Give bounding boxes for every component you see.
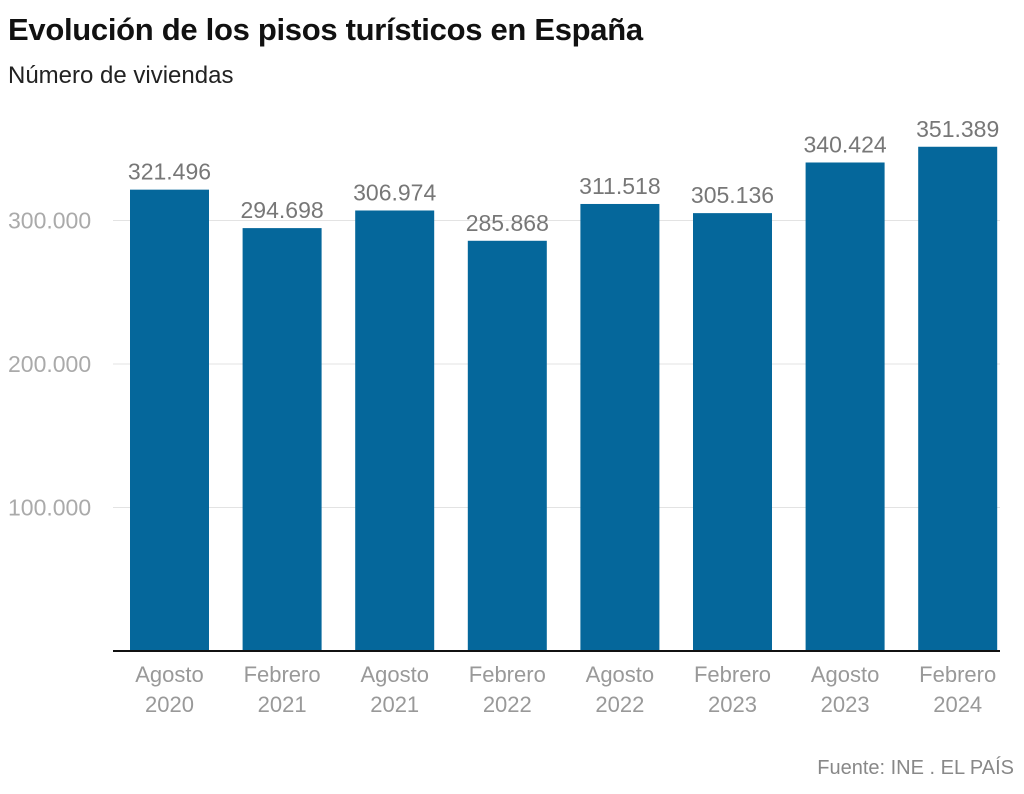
x-tick-label-month: Febrero	[694, 662, 771, 687]
x-tick-label-year: 2023	[708, 692, 757, 717]
bar	[242, 228, 322, 651]
x-tick-label-month: Agosto	[811, 662, 880, 687]
bar	[580, 203, 660, 651]
x-tick-label-year: 2022	[595, 692, 644, 717]
x-tick-label-month: Agosto	[360, 662, 429, 687]
x-tick-label-year: 2020	[145, 692, 194, 717]
x-tick-label-year: 2023	[821, 692, 870, 717]
value-label: 340.424	[804, 131, 887, 157]
y-tick-label: 300.000	[8, 208, 91, 234]
bar	[467, 240, 547, 651]
x-tick-label-month: Febrero	[469, 662, 546, 687]
x-tick-label-month: Agosto	[135, 662, 204, 687]
value-label: 311.518	[579, 173, 660, 199]
x-tick-label-year: 2022	[483, 692, 532, 717]
value-label: 321.496	[128, 159, 211, 185]
value-label: 294.698	[241, 197, 324, 223]
source-note: Fuente: INE . EL PAÍS	[817, 757, 1014, 779]
x-tick-label-month: Agosto	[586, 662, 655, 687]
bar	[918, 146, 998, 652]
y-tick-label: 200.000	[8, 351, 91, 377]
y-tick-label: 100.000	[8, 495, 91, 521]
x-tick-label-year: 2021	[258, 692, 307, 717]
value-label: 351.389	[916, 116, 999, 142]
chart-title: Evolución de los pisos turísticos en Esp…	[8, 12, 643, 47]
x-tick-label-month: Febrero	[244, 662, 321, 687]
x-tick-label-year: 2021	[370, 692, 419, 717]
value-label: 306.974	[353, 179, 436, 205]
x-tick-label-year: 2024	[933, 692, 982, 717]
value-label: 305.136	[691, 182, 774, 208]
x-tick-label-month: Febrero	[919, 662, 996, 687]
bar	[805, 162, 885, 651]
chart-subtitle: Número de viviendas	[8, 62, 234, 89]
bar	[693, 213, 772, 652]
value-label: 285.868	[466, 210, 549, 236]
bar	[130, 189, 209, 651]
bar	[355, 210, 435, 651]
